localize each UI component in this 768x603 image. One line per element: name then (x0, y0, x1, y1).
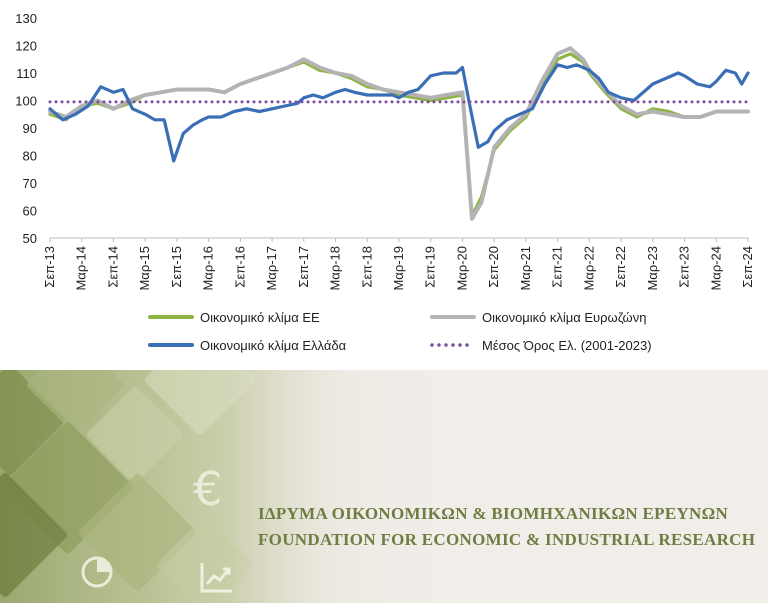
x-tick-label: Σεπ-18 (359, 246, 374, 288)
fier-banner: € ΙΔΡΥΜΑ ΟΙΚΟΝΟΜΙΚΩΝ & ΒΙΟΜΗΧΑΝΙΚΩΝ ΕΡΕΥ… (0, 370, 768, 603)
x-tick-label: Μαρ-17 (264, 246, 279, 291)
y-tick-label: 110 (16, 66, 37, 81)
x-tick-label: Σεπ-21 (550, 246, 565, 288)
x-tick-label: Μαρ-23 (645, 246, 660, 291)
x-tick-label: Σεπ-17 (296, 246, 311, 288)
x-tick-label: Μαρ-24 (708, 246, 723, 291)
x-tick-label: Μαρ-16 (201, 246, 216, 291)
y-tick-label: 70 (23, 176, 37, 191)
org-name-english: FOUNDATION FOR ECONOMIC & INDUSTRIAL RES… (258, 530, 756, 549)
y-tick-label: 130 (15, 11, 37, 26)
euro-icon: € (193, 462, 223, 516)
x-tick-label: Σεπ-14 (105, 246, 120, 288)
y-tick-label: 60 (23, 204, 37, 219)
legend-eu-label: Οικονομικό κλίμα ΕΕ (200, 310, 320, 325)
series-eurozone-line (48, 46, 750, 221)
series-eu-line (48, 52, 750, 218)
legend-eurozone-label: Οικονομικό κλίμα Ευρωζώνη (482, 310, 646, 325)
x-tick-label: Σεπ-24 (740, 246, 755, 288)
legend-average-label: Μέσος Όρος Ελ. (2001-2023) (482, 338, 652, 353)
y-tick-label: 120 (15, 39, 37, 54)
x-tick-label: Μαρ-19 (391, 246, 406, 291)
x-tick-label: Σεπ-22 (613, 246, 628, 288)
x-tick-label: Μαρ-21 (518, 246, 533, 291)
banner-gradient (0, 370, 768, 603)
x-tick-label: Μαρ-20 (454, 246, 469, 291)
org-name-greek: ΙΔΡΥΜΑ ΟΙΚΟΝΟΜΙΚΩΝ & ΒΙΟΜΗΧΑΝΙΚΩΝ ΕΡΕΥΝΩ… (258, 504, 729, 523)
growth-chart-icon (200, 563, 232, 593)
x-tick-label: Μαρ-18 (328, 246, 343, 291)
x-tick-label: Σεπ-15 (169, 246, 184, 288)
y-tick-label: 50 (23, 231, 37, 246)
y-tick-label: 100 (15, 94, 37, 109)
y-tick-label: 80 (23, 149, 37, 164)
x-tick-label: Μαρ-15 (137, 246, 152, 291)
x-tick-label: Σεπ-19 (423, 246, 438, 288)
x-tick-label: Σεπ-20 (486, 246, 501, 288)
x-tick-label: Σεπ-23 (677, 246, 692, 288)
y-tick-label: 90 (23, 121, 37, 136)
legend-greece-label: Οικονομικό κλίμα Ελλάδα (200, 338, 347, 353)
pie-chart-icon (81, 556, 113, 588)
x-tick-label: Σεπ-16 (232, 246, 247, 288)
series-greece-line (48, 63, 750, 163)
x-tick-label: Σεπ-13 (42, 246, 57, 288)
x-tick-label: Μαρ-14 (74, 246, 89, 291)
chart-area: 50 60 70 80 90 100 110 120 130 Σεπ-13 Μαρ-14 Σεπ-14… (15, 11, 755, 353)
line-chart: 50 60 70 80 90 100 110 120 130 Σεπ-13 Μαρ-14 Σεπ-14… (15, 11, 755, 353)
x-tick-label: Μαρ-22 (581, 246, 596, 291)
